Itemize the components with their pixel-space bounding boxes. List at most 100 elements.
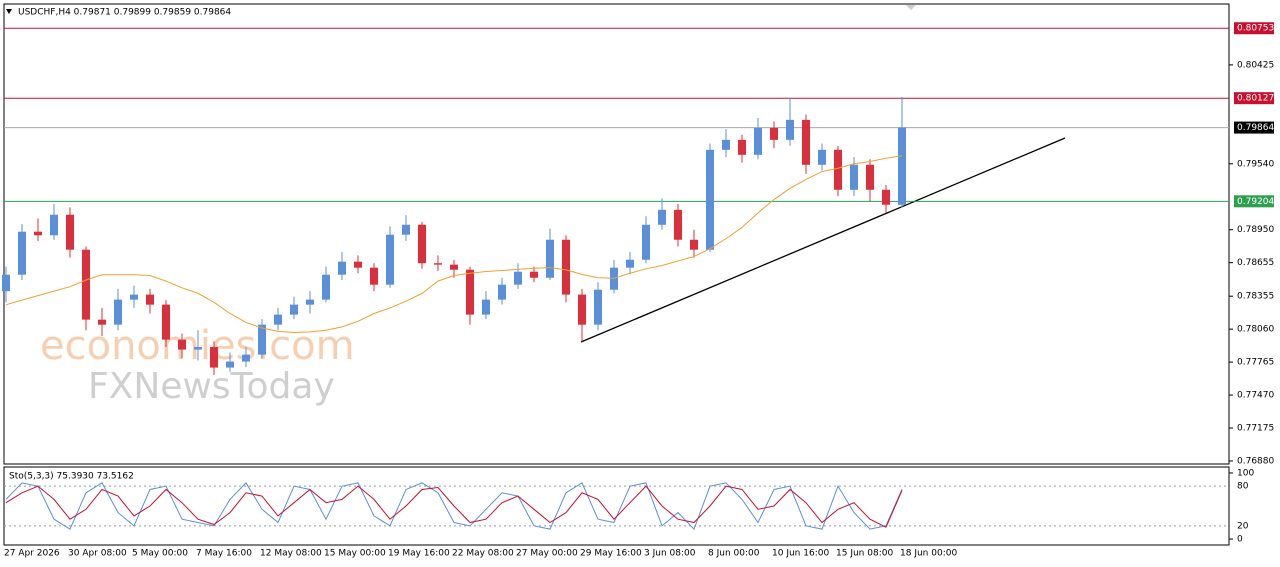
x-tick-label: 8 Jun 00:00: [708, 549, 760, 559]
candle-body: [258, 324, 266, 355]
candle-body: [722, 139, 730, 150]
candle-body: [530, 271, 538, 278]
watermark: economies.com: [40, 323, 355, 369]
y-tick-label: 80: [1237, 482, 1249, 492]
x-tick-label: 30 Apr 08:00: [68, 549, 127, 559]
price-level-tag: [1234, 92, 1274, 105]
collapse-arrow: [6, 9, 12, 14]
indicator-frame: [3, 466, 1230, 546]
x-tick-label: 5 May 00:00: [132, 549, 188, 559]
candle-body: [418, 224, 426, 264]
shift-marker: [906, 5, 916, 10]
x-tick-label: 22 May 08:00: [452, 549, 514, 559]
price-level-label: 0.79864: [1237, 123, 1274, 133]
price-level-label: 0.80127: [1237, 94, 1274, 104]
stochastic-line: [5, 485, 903, 528]
main-frame: [3, 3, 1230, 465]
indicator-title: Sto(5,3,3) 75.3930 73.5162: [9, 472, 134, 482]
candle-body: [402, 224, 410, 235]
price-level-label: 0.80753: [1237, 24, 1274, 34]
x-tick-label: 12 May 08:00: [260, 549, 322, 559]
y-tick-label: 0.77175: [1237, 424, 1274, 434]
y-tick-label: 100: [1237, 468, 1254, 478]
candle-body: [642, 224, 650, 260]
candle-body: [370, 267, 378, 285]
candle-body: [322, 274, 330, 300]
y-tick-label: 0.77470: [1237, 391, 1274, 401]
x-tick-label: 3 Jun 08:00: [644, 549, 696, 559]
candle-body: [194, 347, 202, 350]
candle-body: [562, 239, 570, 295]
candle-body: [338, 261, 346, 275]
watermark: FXNewsToday: [88, 366, 335, 407]
candle-body: [178, 339, 186, 350]
x-tick-label: 19 May 16:00: [388, 549, 450, 559]
price-level-label: 0.79204: [1237, 197, 1274, 207]
candle-body: [818, 149, 826, 165]
candle-body: [18, 231, 26, 275]
candle-body: [434, 263, 442, 265]
y-tick-label: 0.78655: [1237, 258, 1274, 268]
x-tick-label: 7 May 16:00: [196, 549, 252, 559]
candle-body: [450, 264, 458, 270]
candle-body: [498, 284, 506, 300]
candle-body: [578, 294, 586, 325]
price-level-tag: [1234, 195, 1274, 208]
candle-body: [146, 294, 154, 305]
candle-body: [594, 289, 602, 325]
x-tick-label: 27 May 00:00: [516, 549, 578, 559]
candle-body: [690, 239, 698, 250]
chart-title: USDCHF,H4 0.79871 0.79899 0.79859 0.7986…: [18, 8, 231, 18]
candle-body: [866, 164, 874, 190]
candle-body: [674, 209, 682, 240]
y-tick-label: 0.77765: [1237, 358, 1274, 368]
candle-body: [546, 239, 554, 278]
candle-body: [754, 127, 762, 155]
candle-body: [274, 314, 282, 325]
candle-body: [658, 209, 666, 225]
candle-body: [290, 304, 298, 315]
y-tick-label: 0.79540: [1237, 159, 1274, 169]
x-tick-label: 15 May 00:00: [324, 549, 386, 559]
y-tick-label: 20: [1237, 521, 1249, 531]
candle-body: [514, 271, 522, 285]
y-tick-label: 0.80425: [1237, 60, 1274, 70]
candle-body: [114, 299, 122, 325]
x-tick-label: 15 Jun 08:00: [836, 549, 893, 559]
candle-body: [82, 249, 90, 320]
candle-body: [626, 259, 634, 268]
candle-body: [162, 304, 170, 340]
candle-body: [482, 299, 490, 315]
y-tick-label: 0.76880: [1237, 456, 1274, 466]
candle-body: [786, 119, 794, 140]
candle-body: [770, 127, 778, 140]
candle-body: [50, 214, 58, 236]
candle-body: [706, 149, 714, 250]
price-level-tag: [1234, 22, 1274, 35]
y-tick-label: 0.78060: [1237, 325, 1274, 335]
y-tick-label: 0.78355: [1237, 292, 1274, 302]
candle-body: [802, 119, 810, 165]
x-tick-label: 10 Jun 16:00: [772, 549, 829, 559]
price-level-tag: [1234, 121, 1274, 134]
x-tick-label: 27 Apr 2026: [4, 549, 60, 559]
y-tick-label: 0.78950: [1237, 225, 1274, 235]
stochastic-line: [5, 482, 903, 531]
candle-body: [210, 347, 218, 368]
moving-average: [5, 155, 903, 333]
x-tick-label: 29 May 16:00: [580, 549, 642, 559]
candle-body: [130, 294, 138, 300]
trend-line: [580, 137, 1066, 343]
candle-body: [738, 139, 746, 155]
candle-body: [882, 189, 890, 205]
candle-body: [306, 299, 314, 305]
candle-body: [898, 127, 906, 205]
candle-body: [98, 319, 106, 325]
candle-body: [34, 231, 42, 236]
candle-body: [834, 149, 842, 190]
candle-body: [386, 234, 394, 285]
candle-body: [850, 164, 858, 190]
